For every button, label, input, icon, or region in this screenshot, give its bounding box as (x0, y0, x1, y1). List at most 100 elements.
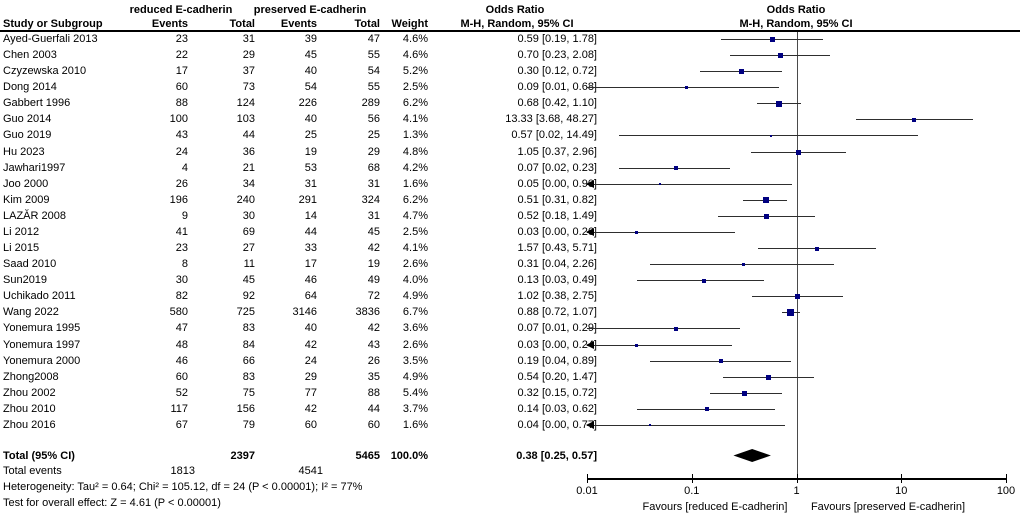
study-cell-weight: 6.2% (402, 97, 428, 110)
col-header-weight: Weight (391, 18, 428, 30)
study-cell-total1: 27 (242, 242, 255, 255)
or-point-marker (762, 197, 769, 204)
study-cell-total2: 55 (367, 81, 380, 94)
study-cell-total2: 31 (367, 177, 380, 190)
study-cell-events1: 67 (175, 418, 188, 431)
study-cell-weight: 4.8% (402, 145, 428, 158)
study-cell-events2: 14 (304, 209, 317, 222)
or-point-marker (673, 166, 678, 171)
study-cell-events1: 46 (175, 354, 188, 367)
heterogeneity-text: Heterogeneity: Tau² = 0.64; Chi² = 105.1… (3, 481, 363, 493)
or-point-marker (764, 213, 770, 219)
study-cell-name: Saad 2010 (3, 258, 57, 271)
ci-line (587, 328, 741, 330)
study-cell-events2: 77 (304, 386, 317, 399)
study-cell-name: Kim 2009 (3, 193, 50, 206)
study-cell-total2: 47 (367, 33, 380, 45)
x-axis-tick (691, 474, 693, 483)
x-axis-tick-label: 0.1 (684, 485, 700, 497)
or-point-marker (777, 53, 783, 59)
total-row-or: 0.38 [0.25, 0.57] (516, 450, 597, 462)
study-cell-weight: 4.2% (402, 161, 428, 174)
study-cell-total2: 68 (367, 161, 380, 174)
study-cell-events1: 43 (175, 129, 188, 142)
study-cell-events1: 41 (175, 225, 188, 238)
study-cell-events2: 31 (304, 177, 317, 190)
col-header-events-reduced: Events (151, 18, 188, 30)
total-row-total2: 5465 (355, 450, 380, 462)
col-header-mh-left: M-H, Random, 95% CI (460, 18, 574, 30)
study-cell-weight: 2.6% (402, 258, 428, 271)
ci-arrow-left-icon (586, 228, 594, 237)
ci-arrow-left-icon (586, 421, 594, 430)
study-cell-or_text: 0.52 [0.18, 1.49] (517, 209, 597, 222)
study-cell-or_text: 0.07 [0.01, 0.29] (517, 322, 597, 335)
or-point-marker (741, 263, 745, 267)
study-cell-or_text: 0.30 [0.12, 0.72] (517, 65, 597, 78)
study-cell-name: Zhou 2016 (3, 418, 56, 431)
study-cell-total2: 56 (367, 113, 380, 126)
favours-left-label: Favours [reduced E-cadherin] (642, 501, 788, 513)
or-point-marker (701, 278, 706, 283)
study-cell-total1: 725 (236, 306, 255, 319)
study-cell-events1: 88 (175, 97, 188, 110)
study-cell-events2: 40 (304, 322, 317, 335)
total-row-weight: 100.0% (390, 450, 428, 462)
study-cell-or_text: 0.54 [0.20, 1.47] (517, 370, 597, 383)
study-cell-total2: 60 (367, 418, 380, 431)
study-cell-name: Yonemura 1997 (3, 338, 81, 351)
study-cell-or_text: 0.03 [0.00, 0.24] (517, 338, 597, 351)
or-point-marker (787, 309, 795, 317)
study-cell-events1: 580 (169, 306, 188, 319)
or-point-marker (685, 86, 689, 90)
study-cell-total1: 69 (242, 225, 255, 238)
pooled-diamond (733, 449, 771, 462)
study-cell-name: Sun2019 (3, 274, 48, 287)
study-cell-or_text: 0.09 [0.01, 0.68] (517, 81, 597, 94)
study-cell-or_text: 0.32 [0.15, 0.72] (517, 386, 597, 399)
study-cell-events2: 42 (304, 402, 317, 415)
study-cell-total1: 21 (242, 161, 255, 174)
study-cell-name: Jawhari1997 (3, 161, 66, 174)
study-cell-total1: 73 (242, 81, 255, 94)
study-cell-weight: 3.6% (402, 322, 428, 335)
study-cell-name: Czyzewska 2010 (3, 65, 87, 78)
study-cell-or_text: 0.14 [0.03, 0.62] (517, 402, 597, 415)
study-cell-name: Hu 2023 (3, 145, 45, 158)
study-cell-weight: 6.7% (402, 306, 428, 319)
ci-line (587, 183, 792, 185)
study-cell-events1: 100 (169, 113, 188, 126)
study-cell-total2: 43 (367, 338, 380, 351)
x-axis-tick (796, 474, 798, 483)
ci-line (587, 424, 785, 426)
study-cell-total2: 88 (367, 386, 380, 399)
x-axis-tick (901, 474, 903, 483)
study-cell-total1: 11 (243, 258, 255, 271)
study-cell-events2: 40 (304, 113, 317, 126)
study-cell-total1: 44 (242, 129, 255, 142)
study-cell-name: Yonemura 1995 (3, 322, 81, 335)
study-cell-events1: 26 (175, 177, 188, 190)
study-cell-total1: 83 (242, 370, 255, 383)
study-cell-total1: 66 (242, 354, 255, 367)
study-cell-weight: 3.5% (402, 354, 428, 367)
study-cell-or_text: 0.04 [0.00, 0.77] (517, 418, 597, 431)
study-cell-events2: 33 (304, 242, 317, 255)
study-cell-weight: 4.1% (402, 113, 428, 126)
study-cell-weight: 5.4% (402, 386, 428, 399)
study-cell-events2: 39 (304, 33, 317, 45)
x-axis-tick (587, 474, 588, 483)
study-cell-or_text: 0.59 [0.19, 1.78] (517, 33, 597, 45)
or-point-marker (635, 343, 639, 347)
or-point-marker (739, 69, 745, 75)
study-cell-total2: 44 (367, 402, 380, 415)
study-cell-events2: 24 (304, 354, 317, 367)
study-cell-weight: 4.0% (402, 274, 428, 287)
study-cell-total2: 29 (367, 145, 380, 158)
no-effect-line (796, 32, 798, 478)
study-cell-total2: 35 (367, 370, 380, 383)
study-cell-events1: 30 (175, 274, 188, 287)
study-cell-events1: 22 (175, 49, 188, 62)
x-axis-tick-label: 1 (793, 485, 800, 497)
col-header-mh-right: M-H, Random, 95% CI (739, 18, 853, 30)
